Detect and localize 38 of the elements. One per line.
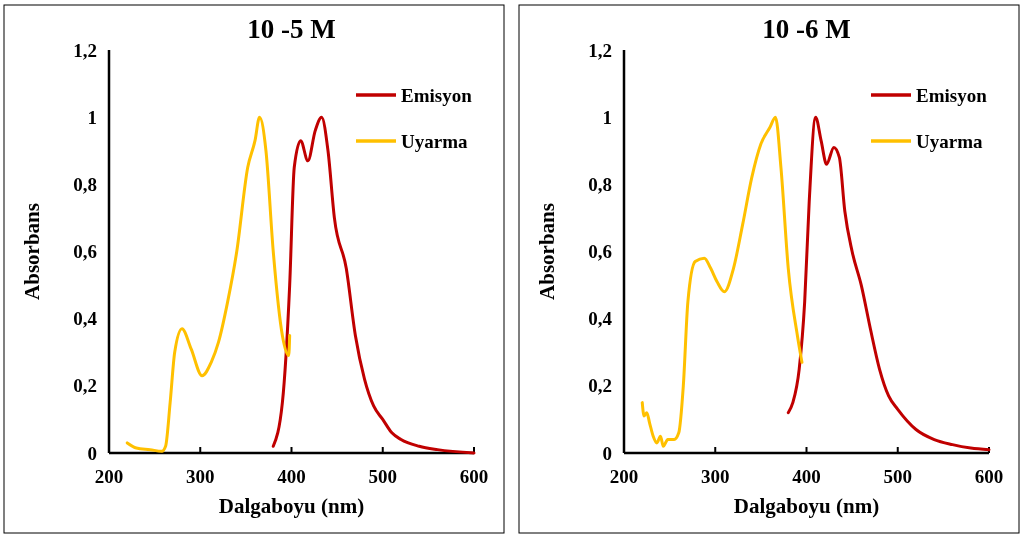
y-tick-label: 0,4	[588, 308, 613, 330]
x-tick-label: 500	[368, 466, 397, 487]
x-axis-title: Dalgaboyu (nm)	[733, 494, 880, 518]
y-tick-label: 1,2	[73, 39, 97, 61]
x-tick-label: 500	[883, 466, 912, 487]
y-tick-label: 0,4	[73, 308, 98, 330]
y-tick-label: 0,6	[73, 241, 97, 263]
x-tick-label: 600	[974, 466, 1004, 487]
legend-label: Emisyon	[401, 84, 473, 106]
legend-label: Uyarma	[916, 130, 983, 152]
y-tick-label: 0	[602, 442, 612, 464]
y-tick-label: 0,6	[588, 241, 612, 263]
line-series	[786, 115, 991, 452]
y-tick-label: 0,2	[588, 375, 612, 397]
y-axis-title: Absorbans	[535, 203, 559, 300]
x-tick-label: 400	[792, 466, 821, 487]
line-series	[125, 115, 292, 453]
chart-title: 10 -5 M	[247, 14, 336, 44]
legend-label: Uyarma	[401, 130, 468, 152]
x-tick-label: 600	[459, 466, 489, 487]
x-tick-label: 300	[186, 466, 215, 487]
legend-label: Emisyon	[916, 84, 988, 106]
y-tick-label: 1,2	[588, 39, 612, 61]
chart-title: 10 -6 M	[762, 14, 851, 44]
y-tick-label: 0,8	[588, 173, 612, 195]
y-tick-label: 1	[87, 106, 97, 128]
y-tick-label: 0,8	[73, 173, 97, 195]
y-tick-label: 0,2	[73, 375, 97, 397]
line-series	[640, 115, 804, 448]
y-axis-title: Absorbans	[20, 203, 44, 300]
y-tick-label: 1	[602, 106, 612, 128]
x-tick-label: 200	[609, 466, 639, 487]
x-tick-label: 400	[277, 466, 306, 487]
x-tick-label: 300	[701, 466, 730, 487]
y-tick-label: 0	[87, 442, 97, 464]
line-series	[271, 115, 476, 455]
x-axis-title: Dalgaboyu (nm)	[218, 494, 365, 518]
x-tick-label: 200	[94, 466, 124, 487]
